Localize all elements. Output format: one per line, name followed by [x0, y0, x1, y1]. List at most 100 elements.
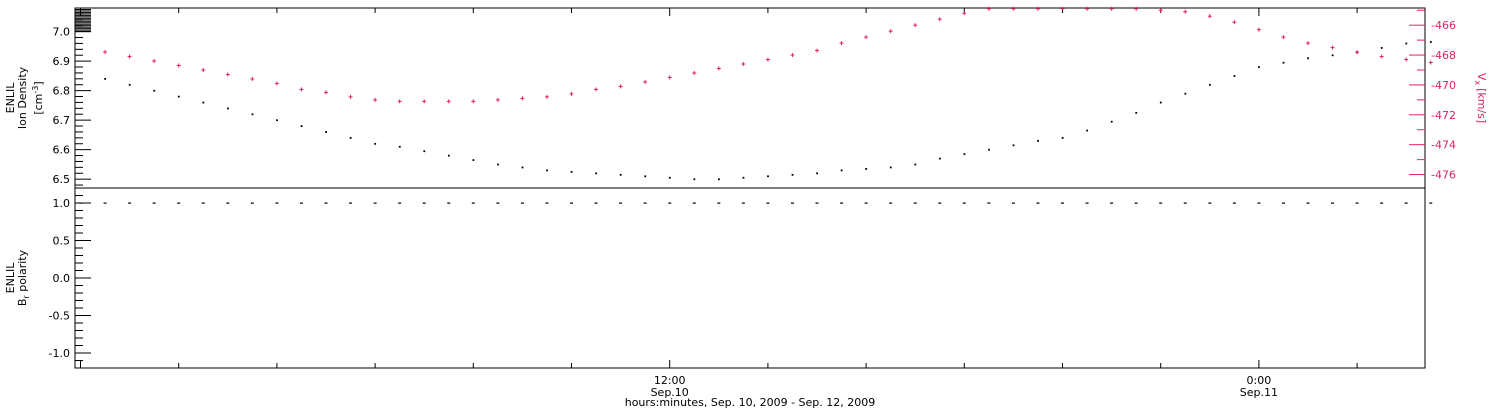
velocity-point	[422, 99, 427, 104]
x-axis-caption: hours:minutes, Sep. 10, 2009 - Sep. 12, …	[625, 396, 876, 409]
density-point	[153, 89, 156, 92]
density-point	[791, 173, 794, 176]
velocity-point	[324, 90, 328, 95]
polarity-point	[913, 202, 917, 204]
density-point	[570, 170, 573, 173]
polarity-word: polarity	[16, 249, 29, 295]
density-point	[128, 83, 131, 86]
data-marks	[79, 6, 1433, 204]
polarity-tick-label: -0.5	[49, 310, 70, 323]
velocity-point	[864, 35, 869, 40]
polarity-point	[864, 202, 868, 204]
polarity-point	[128, 202, 132, 204]
polarity-point	[1355, 202, 1359, 204]
polarity-point	[766, 202, 770, 204]
velocity-point	[839, 41, 844, 46]
polarity-point	[717, 202, 721, 204]
polarity-point	[987, 202, 991, 204]
velocity-point	[225, 72, 230, 77]
polarity-point	[349, 202, 353, 204]
density-point	[963, 153, 966, 156]
density-point	[1012, 144, 1015, 147]
velocity-point	[1355, 50, 1360, 55]
velocity-point	[1281, 35, 1286, 40]
polarity-point	[594, 202, 598, 204]
density-point	[1331, 54, 1334, 57]
density-point	[1110, 120, 1113, 123]
polarity-point	[201, 202, 205, 204]
polarity-point	[570, 202, 573, 204]
polarity-point	[962, 202, 966, 204]
velocity-point	[1404, 57, 1409, 62]
velocity-point	[1256, 27, 1261, 32]
polarity-point	[496, 202, 500, 204]
velocity-point	[152, 59, 157, 64]
polarity-point	[1281, 202, 1285, 204]
density-point	[988, 148, 990, 151]
polarity-point	[643, 202, 647, 204]
density-point	[767, 175, 769, 178]
polarity-point	[1331, 202, 1335, 204]
polarity-point	[275, 202, 279, 204]
density-tick-label: 6.5	[53, 173, 71, 186]
density-point	[865, 168, 868, 170]
velocity-point	[1183, 9, 1188, 14]
polarity-point	[398, 202, 402, 204]
velocity-symbol: V	[1475, 73, 1488, 81]
density-tick-label: 7.0	[53, 26, 71, 39]
bottom-panel-frame	[74, 187, 1426, 369]
density-point	[1159, 101, 1162, 104]
density-unit-close: ]	[32, 81, 45, 85]
velocity-point	[495, 97, 500, 102]
density-point	[840, 169, 843, 172]
bottom-left-axis-label-line1: ENLIL	[4, 262, 17, 294]
density-point	[1135, 111, 1138, 114]
polarity-point	[1134, 202, 1138, 204]
velocity-point	[1060, 6, 1065, 11]
density-point	[300, 125, 303, 128]
polarity-point	[103, 202, 107, 204]
velocity-point	[569, 91, 574, 96]
velocity-point	[1011, 6, 1016, 11]
top-panel-frame	[74, 7, 1426, 189]
polarity-point	[1232, 202, 1236, 204]
density-point	[546, 169, 548, 172]
velocity-point	[667, 75, 672, 80]
density-point	[398, 145, 401, 148]
polarity-tick-label: -1.0	[49, 347, 70, 360]
polarity-point	[79, 202, 82, 204]
top-left-axis-label-line2: Ion Density	[16, 66, 29, 129]
velocity-point	[373, 97, 378, 102]
polarity-point	[1183, 202, 1187, 204]
polarity-point	[668, 202, 672, 204]
polarity-point	[1208, 202, 1212, 204]
density-point	[202, 101, 205, 104]
velocity-unit: [km/s]	[1475, 88, 1488, 123]
density-unit-base: [cm	[32, 94, 45, 115]
polarity-subscript: r	[22, 295, 31, 299]
velocity-point	[471, 99, 476, 104]
velocity-point	[1232, 20, 1237, 25]
velocity-point	[348, 94, 353, 99]
polarity-point	[1429, 202, 1433, 204]
polarity-point	[1085, 202, 1089, 204]
density-point	[668, 176, 671, 179]
x-tick-label-date: Sep.10	[651, 386, 689, 399]
density-point	[1061, 137, 1064, 139]
velocity-tick-label: -468	[1431, 49, 1456, 62]
polarity-point	[1011, 202, 1015, 204]
polarity-point	[938, 202, 942, 204]
density-point	[1233, 75, 1236, 77]
velocity-tick-label: -470	[1431, 79, 1456, 92]
axis-ticks	[75, 7, 1425, 369]
density-point	[423, 150, 426, 153]
density-tick-label: 6.9	[53, 55, 71, 68]
velocity-point	[1306, 41, 1310, 46]
polarity-point	[250, 202, 254, 204]
velocity-point	[397, 99, 402, 104]
velocity-point	[815, 48, 819, 53]
top-left-axis-label-line1: ENLIL	[4, 82, 17, 114]
velocity-point	[1330, 45, 1335, 50]
polarity-point	[1061, 202, 1064, 204]
